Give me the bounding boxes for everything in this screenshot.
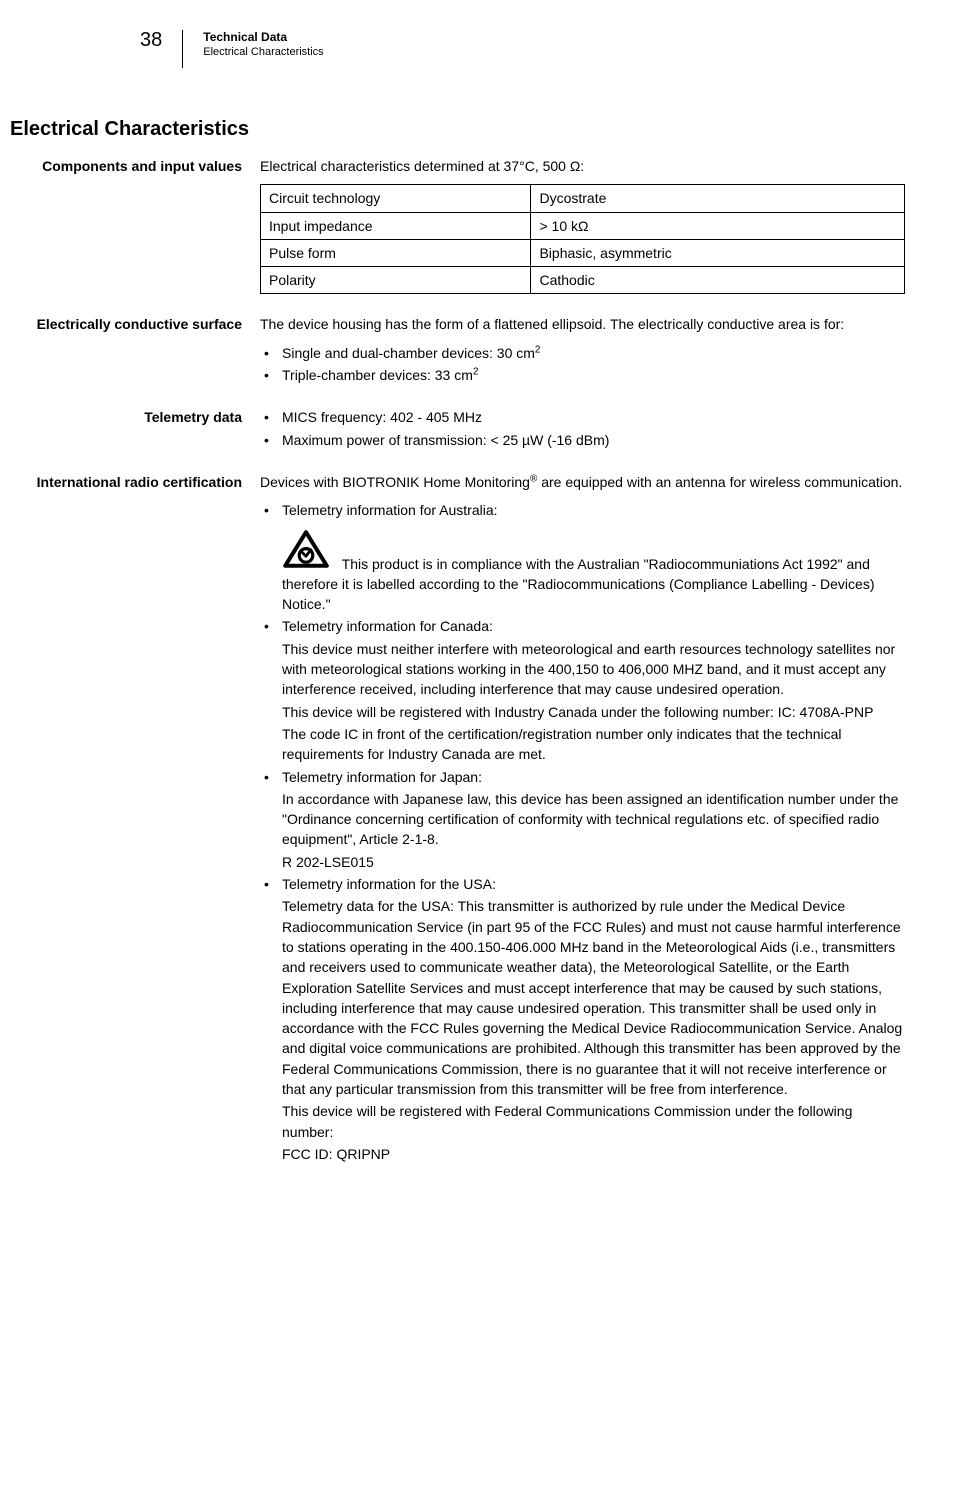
list-item-text: Triple-chamber devices: 33 cm xyxy=(282,367,473,383)
list-item-text: Single and dual-chamber devices: 30 cm xyxy=(282,345,535,361)
label-radio-cert: International radio certification xyxy=(0,472,260,1166)
row-surface: Electrically conductive surface The devi… xyxy=(0,314,905,387)
table-cell: Biphasic, asymmetric xyxy=(531,239,905,266)
body-radio-cert: Devices with BIOTRONIK Home Monitoring® … xyxy=(260,472,905,1166)
intro-part-a: Devices with BIOTRONIK Home Monitoring xyxy=(260,474,530,490)
body-surface: The device housing has the form of a fla… xyxy=(260,314,905,387)
page-number: 38 xyxy=(140,30,183,68)
section-heading: Electrical Characteristics xyxy=(0,118,905,141)
label-components: Components and input values xyxy=(0,156,260,294)
header-title: Technical Data xyxy=(203,30,323,44)
list-item: MICS frequency: 402 - 405 MHz xyxy=(260,407,905,427)
telemetry-list: MICS frequency: 402 - 405 MHz Maximum po… xyxy=(260,407,905,450)
components-intro: Electrical characteristics determined at… xyxy=(260,156,905,176)
list-item-canada: Telemetry information for Canada: This d… xyxy=(260,616,905,764)
row-radio-cert: International radio certification Device… xyxy=(0,472,905,1166)
usa-title: Telemetry information for the USA: xyxy=(282,876,496,892)
usa-p2: This device will be registered with Fede… xyxy=(282,1101,905,1142)
components-table: Circuit technology Dycostrate Input impe… xyxy=(260,184,905,294)
intro-part-b: are equipped with an antenna for wireles… xyxy=(537,474,902,490)
surface-intro: The device housing has the form of a fla… xyxy=(260,314,905,334)
list-item-australia: Telemetry information for Australia: Thi… xyxy=(260,500,905,614)
row-components: Components and input values Electrical c… xyxy=(0,156,905,294)
table-cell: Input impedance xyxy=(261,212,531,239)
table-cell: Pulse form xyxy=(261,239,531,266)
header-text-block: Technical Data Electrical Characteristic… xyxy=(203,30,323,58)
table-row: Input impedance > 10 kΩ xyxy=(261,212,905,239)
radio-cert-intro: Devices with BIOTRONIK Home Monitoring® … xyxy=(260,472,905,492)
canada-p3: The code IC in front of the certificatio… xyxy=(282,724,905,765)
label-telemetry: Telemetry data xyxy=(0,407,260,452)
canada-p2: This device will be registered with Indu… xyxy=(282,702,905,722)
australia-caption: This product is in compliance with the A… xyxy=(282,556,874,613)
japan-p1: In accordance with Japanese law, this de… xyxy=(282,789,905,850)
body-telemetry: MICS frequency: 402 - 405 MHz Maximum po… xyxy=(260,407,905,452)
usa-p3: FCC ID: QRIPNP xyxy=(282,1144,905,1164)
label-surface: Electrically conductive surface xyxy=(0,314,260,387)
header-subtitle: Electrical Characteristics xyxy=(203,46,323,58)
body-components: Electrical characteristics determined at… xyxy=(260,156,905,294)
australia-title: Telemetry information for Australia: xyxy=(282,502,498,518)
table-cell: Dycostrate xyxy=(531,185,905,212)
australia-block: This product is in compliance with the A… xyxy=(282,521,905,615)
list-item: Maximum power of transmission: < 25 µW (… xyxy=(260,430,905,450)
rcm-compliance-icon xyxy=(282,529,330,569)
row-telemetry: Telemetry data MICS frequency: 402 - 405… xyxy=(0,407,905,452)
list-item: Triple-chamber devices: 33 cm2 xyxy=(260,365,905,385)
surface-list: Single and dual-chamber devices: 30 cm2 … xyxy=(260,343,905,386)
usa-p1: Telemetry data for the USA: This transmi… xyxy=(282,896,905,1099)
superscript: 2 xyxy=(473,366,479,377)
rcm-icon-row xyxy=(282,529,338,569)
list-item-usa: Telemetry information for the USA: Telem… xyxy=(260,874,905,1164)
canada-p1: This device must neither interfere with … xyxy=(282,639,905,700)
list-item: Single and dual-chamber devices: 30 cm2 xyxy=(260,343,905,363)
radio-cert-list: Telemetry information for Australia: Thi… xyxy=(260,500,905,1164)
table-cell: Circuit technology xyxy=(261,185,531,212)
japan-title: Telemetry information for Japan: xyxy=(282,769,482,785)
table-cell: Polarity xyxy=(261,267,531,294)
table-cell: Cathodic xyxy=(531,267,905,294)
table-row: Polarity Cathodic xyxy=(261,267,905,294)
canada-title: Telemetry information for Canada: xyxy=(282,618,493,634)
superscript: 2 xyxy=(535,344,541,355)
table-cell: > 10 kΩ xyxy=(531,212,905,239)
list-item-japan: Telemetry information for Japan: In acco… xyxy=(260,767,905,872)
table-row: Circuit technology Dycostrate xyxy=(261,185,905,212)
japan-p2: R 202-LSE015 xyxy=(282,852,905,872)
page-header: 38 Technical Data Electrical Characteris… xyxy=(0,30,905,68)
table-row: Pulse form Biphasic, asymmetric xyxy=(261,239,905,266)
